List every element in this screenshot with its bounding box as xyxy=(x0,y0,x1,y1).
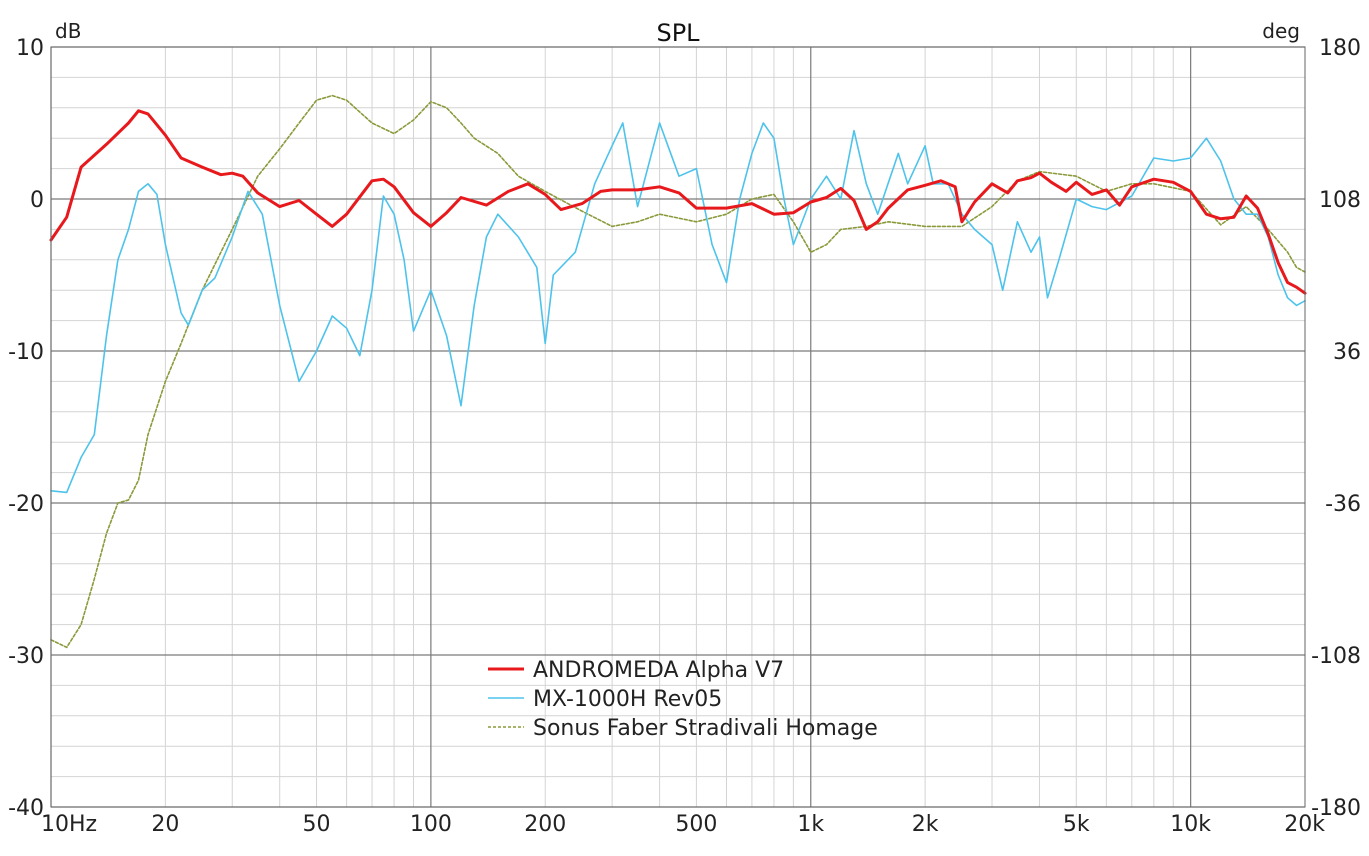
y2-tick-label: 108 xyxy=(1319,188,1361,213)
y2-axis-labels: 180 108 36 -36 -108 -180 xyxy=(1311,36,1361,821)
series-line-1 xyxy=(50,122,1306,494)
x-tick-label: 5k xyxy=(1063,812,1090,837)
y-tick-label: -40 xyxy=(8,796,44,821)
right-axis-unit: deg xyxy=(1262,19,1300,43)
legend: ANDROMEDA Alpha V7 MX-1000H Rev05 Sonus … xyxy=(488,658,878,741)
x-tick-label: 20k xyxy=(1284,812,1325,837)
y-tick-label: 10 xyxy=(16,36,44,61)
y-tick-label: -30 xyxy=(8,644,44,669)
y2-tick-label: 180 xyxy=(1319,36,1361,61)
legend-label-andromeda: ANDROMEDA Alpha V7 xyxy=(533,658,784,683)
x-tick-label: 200 xyxy=(524,812,566,837)
y2-tick-label: 36 xyxy=(1333,340,1361,365)
plot-frame xyxy=(50,46,1306,808)
x-tick-label: 20 xyxy=(151,812,179,837)
y-tick-label: -10 xyxy=(8,340,44,365)
series-line-0 xyxy=(49,109,1307,295)
legend-label-sonus-faber: Sonus Faber Stradivali Homage xyxy=(533,716,878,741)
series-layer xyxy=(49,94,1307,649)
chart-title: SPL xyxy=(656,19,700,47)
series-line-2 xyxy=(50,94,1306,649)
x-tick-label: 2k xyxy=(912,812,939,837)
y-tick-label: -20 xyxy=(8,492,44,517)
minor-grid xyxy=(51,47,1306,807)
y2-tick-label: -36 xyxy=(1325,492,1361,517)
y2-tick-label: -108 xyxy=(1311,644,1361,669)
x-tick-label: 500 xyxy=(675,812,717,837)
y-axis-labels: 10 0 -10 -20 -30 -40 xyxy=(8,36,44,821)
x-tick-label: 100 xyxy=(410,812,452,837)
legend-label-mx1000h: MX-1000H Rev05 xyxy=(533,687,722,712)
x-tick-label: 10k xyxy=(1170,812,1211,837)
x-axis-labels: 10Hz 20 50 100 200 500 1k 2k 5k 10k 20k xyxy=(41,812,1325,837)
y2-tick-label: -180 xyxy=(1311,796,1361,821)
left-axis-unit: dB xyxy=(55,19,81,43)
y-tick-label: 0 xyxy=(30,188,44,213)
x-tick-label: 10Hz xyxy=(41,812,97,837)
x-tick-label: 50 xyxy=(303,812,331,837)
x-tick-label: 1k xyxy=(797,812,824,837)
